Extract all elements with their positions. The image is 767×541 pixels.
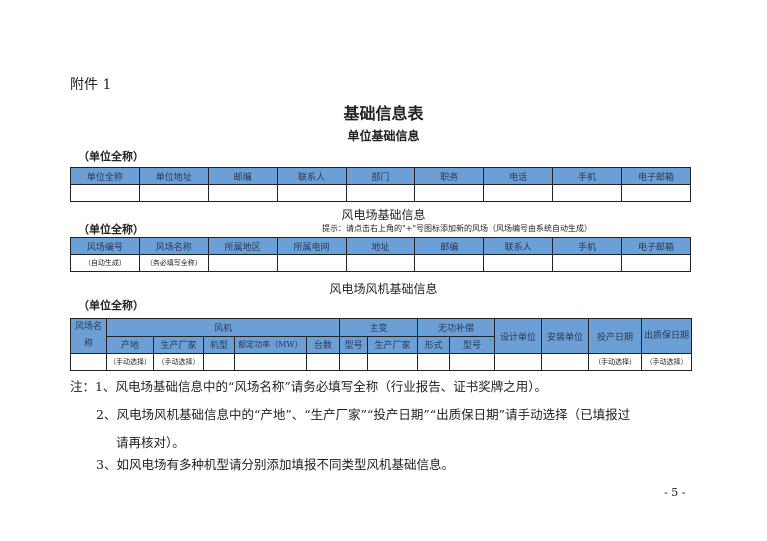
header-cell: 电话	[483, 167, 554, 185]
header-cell: 职务	[414, 167, 485, 185]
header-cell: 风机	[105, 318, 341, 337]
header-cell: 联系人	[276, 167, 347, 185]
input-cell[interactable]	[70, 184, 140, 202]
wind-farm-table: 风场编号 风场名称 所属地区 所属电网 地址 邮编 联系人 手机 电子邮箱 （自…	[70, 237, 691, 272]
farm-name-cell[interactable]: （务必填写全称）	[138, 254, 209, 272]
header-cell: 无功补偿	[417, 318, 496, 337]
header-cell: 安装单位	[541, 318, 590, 354]
header-cell: 地址	[345, 237, 416, 255]
header-cell: 额定功率（MW）	[234, 335, 307, 354]
header-cell: 形式	[417, 335, 451, 354]
attachment-label: 附件 1	[70, 77, 112, 93]
header-cell: 部门	[345, 167, 416, 185]
input-cell[interactable]	[70, 353, 107, 371]
header-cell: 邮编	[207, 167, 278, 185]
header-cell: 电子邮箱	[621, 237, 691, 255]
input-cell[interactable]	[345, 184, 416, 202]
header-cell: 生产厂家	[153, 335, 204, 354]
unit-info-table: 单位全称 单位地址 邮编 联系人 部门 职务 电话 手机 电子邮箱	[70, 167, 691, 202]
header-cell: 联系人	[483, 237, 554, 255]
input-cell[interactable]	[203, 353, 235, 371]
header-cell: 型号	[449, 335, 496, 354]
header-cell: 生产厂家	[367, 335, 419, 354]
header-cell: 风场名称	[138, 237, 209, 255]
header-cell: 手机	[552, 167, 622, 185]
warranty-date-select[interactable]: （手动选择）	[641, 353, 693, 371]
input-cell[interactable]	[483, 184, 554, 202]
input-cell[interactable]	[449, 353, 496, 371]
input-cell[interactable]	[552, 184, 622, 202]
unit-label: （单位全称）	[78, 299, 144, 312]
page-number: - 5 -	[664, 486, 686, 499]
input-cell[interactable]	[367, 353, 419, 371]
section2-title: 风电场基础信息	[341, 208, 426, 222]
input-cell[interactable]	[276, 184, 347, 202]
header-cell: 出质保日期	[641, 318, 693, 354]
input-cell[interactable]	[345, 254, 416, 272]
input-cell[interactable]	[207, 254, 278, 272]
header-cell: 投产日期	[588, 318, 643, 354]
header-cell: 所属地区	[207, 237, 278, 255]
header-cell: 风场编号	[70, 237, 140, 255]
note-2: 2、风电场风机基础信息中的“产地”、“生产厂家”“投产日期”“出质保日期”请手动…	[96, 407, 631, 422]
unit-label: （单位全称）	[78, 223, 144, 236]
input-cell[interactable]	[138, 184, 209, 202]
input-cell[interactable]	[234, 353, 307, 371]
input-cell[interactable]	[494, 353, 543, 371]
header-cell: 所属电网	[276, 237, 347, 255]
note-2-cont: 请再核对）。	[116, 435, 185, 450]
header-cell: 单位全称	[70, 167, 140, 185]
note-3: 3、如风电场有多种机型请分别添加填报不同类型风机基础信息。	[96, 457, 454, 472]
header-cell: 邮编	[414, 237, 485, 255]
page-title: 基础信息表	[343, 104, 424, 123]
input-cell[interactable]	[339, 353, 369, 371]
input-cell[interactable]	[541, 353, 590, 371]
manufacturer-select[interactable]: （手动选择）	[153, 353, 204, 371]
header-cell: 主变	[339, 318, 419, 337]
commission-date-select[interactable]: （手动选择）	[588, 353, 643, 371]
origin-select[interactable]: （手动选择）	[106, 353, 154, 371]
input-cell[interactable]	[552, 254, 622, 272]
note-1: 注：1、风电场基础信息中的“风场名称”请务必填写全称（行业报告、证书奖牌之用）。	[70, 379, 547, 394]
farm-id-cell: （自动生成）	[70, 254, 140, 272]
header-cell: 台数	[305, 335, 341, 354]
header-cell: 产地	[106, 335, 154, 354]
header-cell: 电子邮箱	[621, 167, 691, 185]
input-cell[interactable]	[483, 254, 554, 272]
input-cell[interactable]	[417, 353, 451, 371]
input-cell[interactable]	[414, 184, 485, 202]
input-cell[interactable]	[207, 184, 278, 202]
header-cell: 型号	[339, 335, 369, 354]
section3-title: 风电场风机基础信息	[329, 282, 438, 296]
header-cell: 手机	[552, 237, 622, 255]
turbine-table: 风场名称 风机 主变 无功补偿 设计单位 安装单位 投产日期 出质保日期 产地 …	[70, 318, 693, 371]
unit-label: （单位全称）	[78, 150, 144, 163]
header-cell: 单位地址	[138, 167, 209, 185]
input-cell[interactable]	[621, 184, 691, 202]
input-cell[interactable]	[621, 254, 691, 272]
header-cell: 设计单位	[494, 318, 543, 354]
header-cell: 风场名称	[70, 318, 107, 354]
hint-text: 提示：请点击右上角的"+"号图标添加新的风场（风场编号由系统自动生成）	[322, 224, 593, 233]
section1-title: 单位基础信息	[347, 129, 420, 143]
input-cell[interactable]	[276, 254, 347, 272]
input-cell[interactable]	[305, 353, 341, 371]
header-cell: 机型	[203, 335, 235, 354]
input-cell[interactable]	[414, 254, 485, 272]
